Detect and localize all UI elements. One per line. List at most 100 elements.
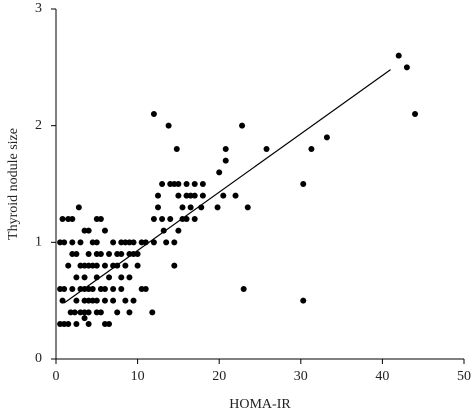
point [222, 157, 229, 164]
point [163, 239, 170, 246]
point [173, 146, 180, 152]
x-tick-label: 30 [294, 369, 308, 384]
point [220, 192, 227, 199]
point [183, 181, 190, 187]
x-tick-label: 40 [375, 369, 389, 384]
point [85, 321, 92, 327]
point [150, 111, 157, 117]
y-axis-label: Thyroid nodule size [6, 128, 21, 240]
point [65, 262, 72, 269]
point [101, 297, 108, 304]
x-tick-label: 20 [212, 369, 226, 384]
trend-line [63, 69, 391, 304]
point [106, 274, 113, 281]
point [69, 286, 76, 292]
point [142, 286, 149, 292]
point [216, 169, 223, 176]
point [159, 216, 166, 222]
point [97, 216, 104, 222]
point [85, 251, 92, 257]
point [179, 204, 186, 211]
point [183, 192, 190, 199]
point [73, 274, 80, 281]
point [155, 192, 161, 199]
point [75, 204, 82, 211]
point [222, 146, 229, 152]
point [97, 309, 104, 316]
point [110, 286, 117, 292]
point [61, 286, 68, 292]
point [118, 286, 125, 292]
point [323, 134, 330, 141]
point [61, 239, 68, 246]
point [300, 297, 307, 304]
point [191, 192, 198, 199]
point [240, 286, 247, 292]
point [199, 192, 206, 199]
point [126, 309, 133, 316]
x-axis-label: HOMA-IR [229, 397, 291, 412]
point [191, 216, 198, 222]
point [93, 297, 100, 304]
point [232, 192, 239, 199]
point [59, 297, 66, 304]
point [308, 146, 315, 152]
y-tick-label: 3 [35, 1, 42, 16]
point [77, 262, 84, 269]
point [167, 216, 174, 222]
point [134, 262, 141, 269]
point [101, 286, 108, 292]
point [89, 286, 96, 292]
x-tick-label: 10 [131, 369, 145, 384]
point [101, 227, 108, 234]
point [81, 227, 88, 234]
point [110, 297, 117, 304]
point [171, 181, 178, 187]
point [159, 181, 166, 187]
point [239, 122, 246, 129]
point [71, 309, 78, 316]
point [110, 239, 117, 246]
point [106, 251, 113, 257]
point [403, 64, 410, 71]
point [114, 309, 121, 316]
point [97, 251, 104, 257]
point [73, 321, 80, 327]
point [214, 204, 221, 211]
point [118, 251, 125, 257]
point [175, 227, 182, 234]
point [81, 315, 88, 322]
point [118, 274, 125, 281]
y-tick-label: 2 [35, 118, 42, 133]
point [93, 262, 100, 269]
point [171, 239, 178, 246]
point [122, 262, 129, 269]
point [175, 192, 182, 199]
x-tick-label: 0 [53, 369, 60, 384]
point [134, 251, 141, 257]
point [101, 262, 108, 269]
y-tick-label: 0 [35, 351, 42, 366]
point [171, 262, 178, 269]
point [150, 216, 157, 222]
point [85, 309, 92, 316]
point [93, 239, 100, 246]
point [155, 204, 161, 211]
point [69, 216, 76, 222]
point [69, 239, 76, 246]
point [59, 216, 66, 222]
point [65, 321, 72, 327]
point [122, 297, 129, 304]
point [199, 181, 206, 187]
point [150, 239, 157, 246]
point [300, 181, 307, 187]
point [126, 274, 133, 281]
point [73, 297, 80, 304]
point [244, 204, 251, 211]
point [77, 239, 84, 246]
point [106, 321, 113, 327]
point [73, 251, 80, 257]
point [191, 181, 198, 187]
point [187, 204, 194, 211]
